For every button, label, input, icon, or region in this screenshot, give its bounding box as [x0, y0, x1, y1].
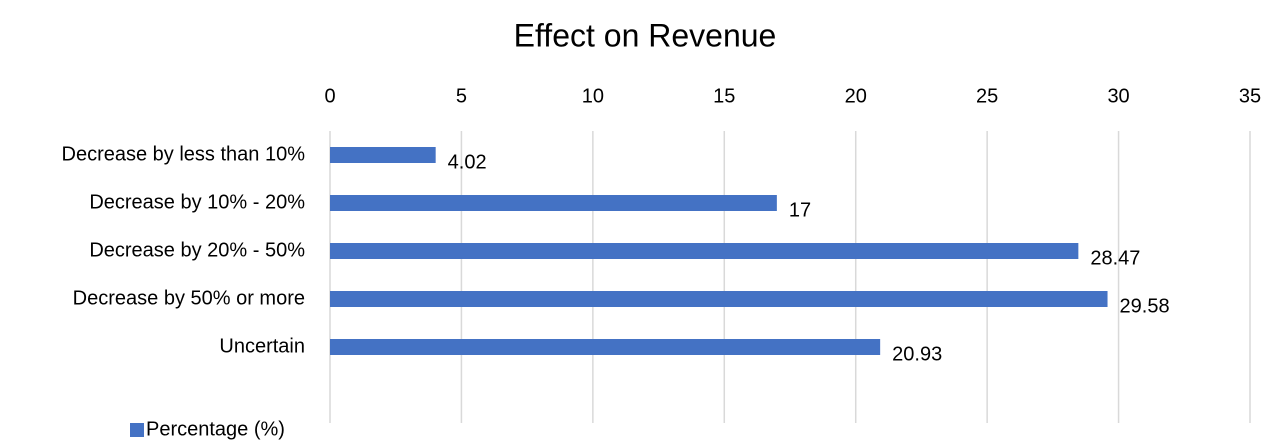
- x-tick-label: 10: [582, 85, 604, 107]
- x-tick-label: 25: [976, 85, 998, 107]
- data-label: 29.58: [1120, 295, 1170, 317]
- legend-swatch: [130, 423, 144, 437]
- bar: [330, 147, 436, 163]
- x-tick-label: 35: [1239, 85, 1261, 107]
- bar: [330, 291, 1108, 307]
- bar: [330, 195, 777, 211]
- y-tick-label: Decrease by less than 10%: [62, 143, 306, 165]
- chart-title: Effect on Revenue: [514, 17, 777, 53]
- bar: [330, 339, 881, 355]
- x-tick-label: 20: [845, 85, 867, 107]
- legend-label: Percentage (%): [146, 418, 285, 440]
- data-label: 4.02: [448, 151, 487, 173]
- y-tick-label: Decrease by 10% - 20%: [89, 191, 305, 213]
- data-label: 28.47: [1090, 247, 1140, 269]
- y-tick-label: Decrease by 50% or more: [73, 287, 305, 309]
- x-tick-label: 15: [713, 85, 735, 107]
- data-label: 17: [789, 199, 811, 221]
- x-tick-label: 30: [1107, 85, 1129, 107]
- x-tick-label: 0: [324, 85, 335, 107]
- bar: [330, 243, 1079, 259]
- y-tick-label: Uncertain: [219, 335, 305, 357]
- x-tick-label: 5: [456, 85, 467, 107]
- data-label: 20.93: [892, 343, 942, 365]
- y-tick-label: Decrease by 20% - 50%: [89, 239, 305, 261]
